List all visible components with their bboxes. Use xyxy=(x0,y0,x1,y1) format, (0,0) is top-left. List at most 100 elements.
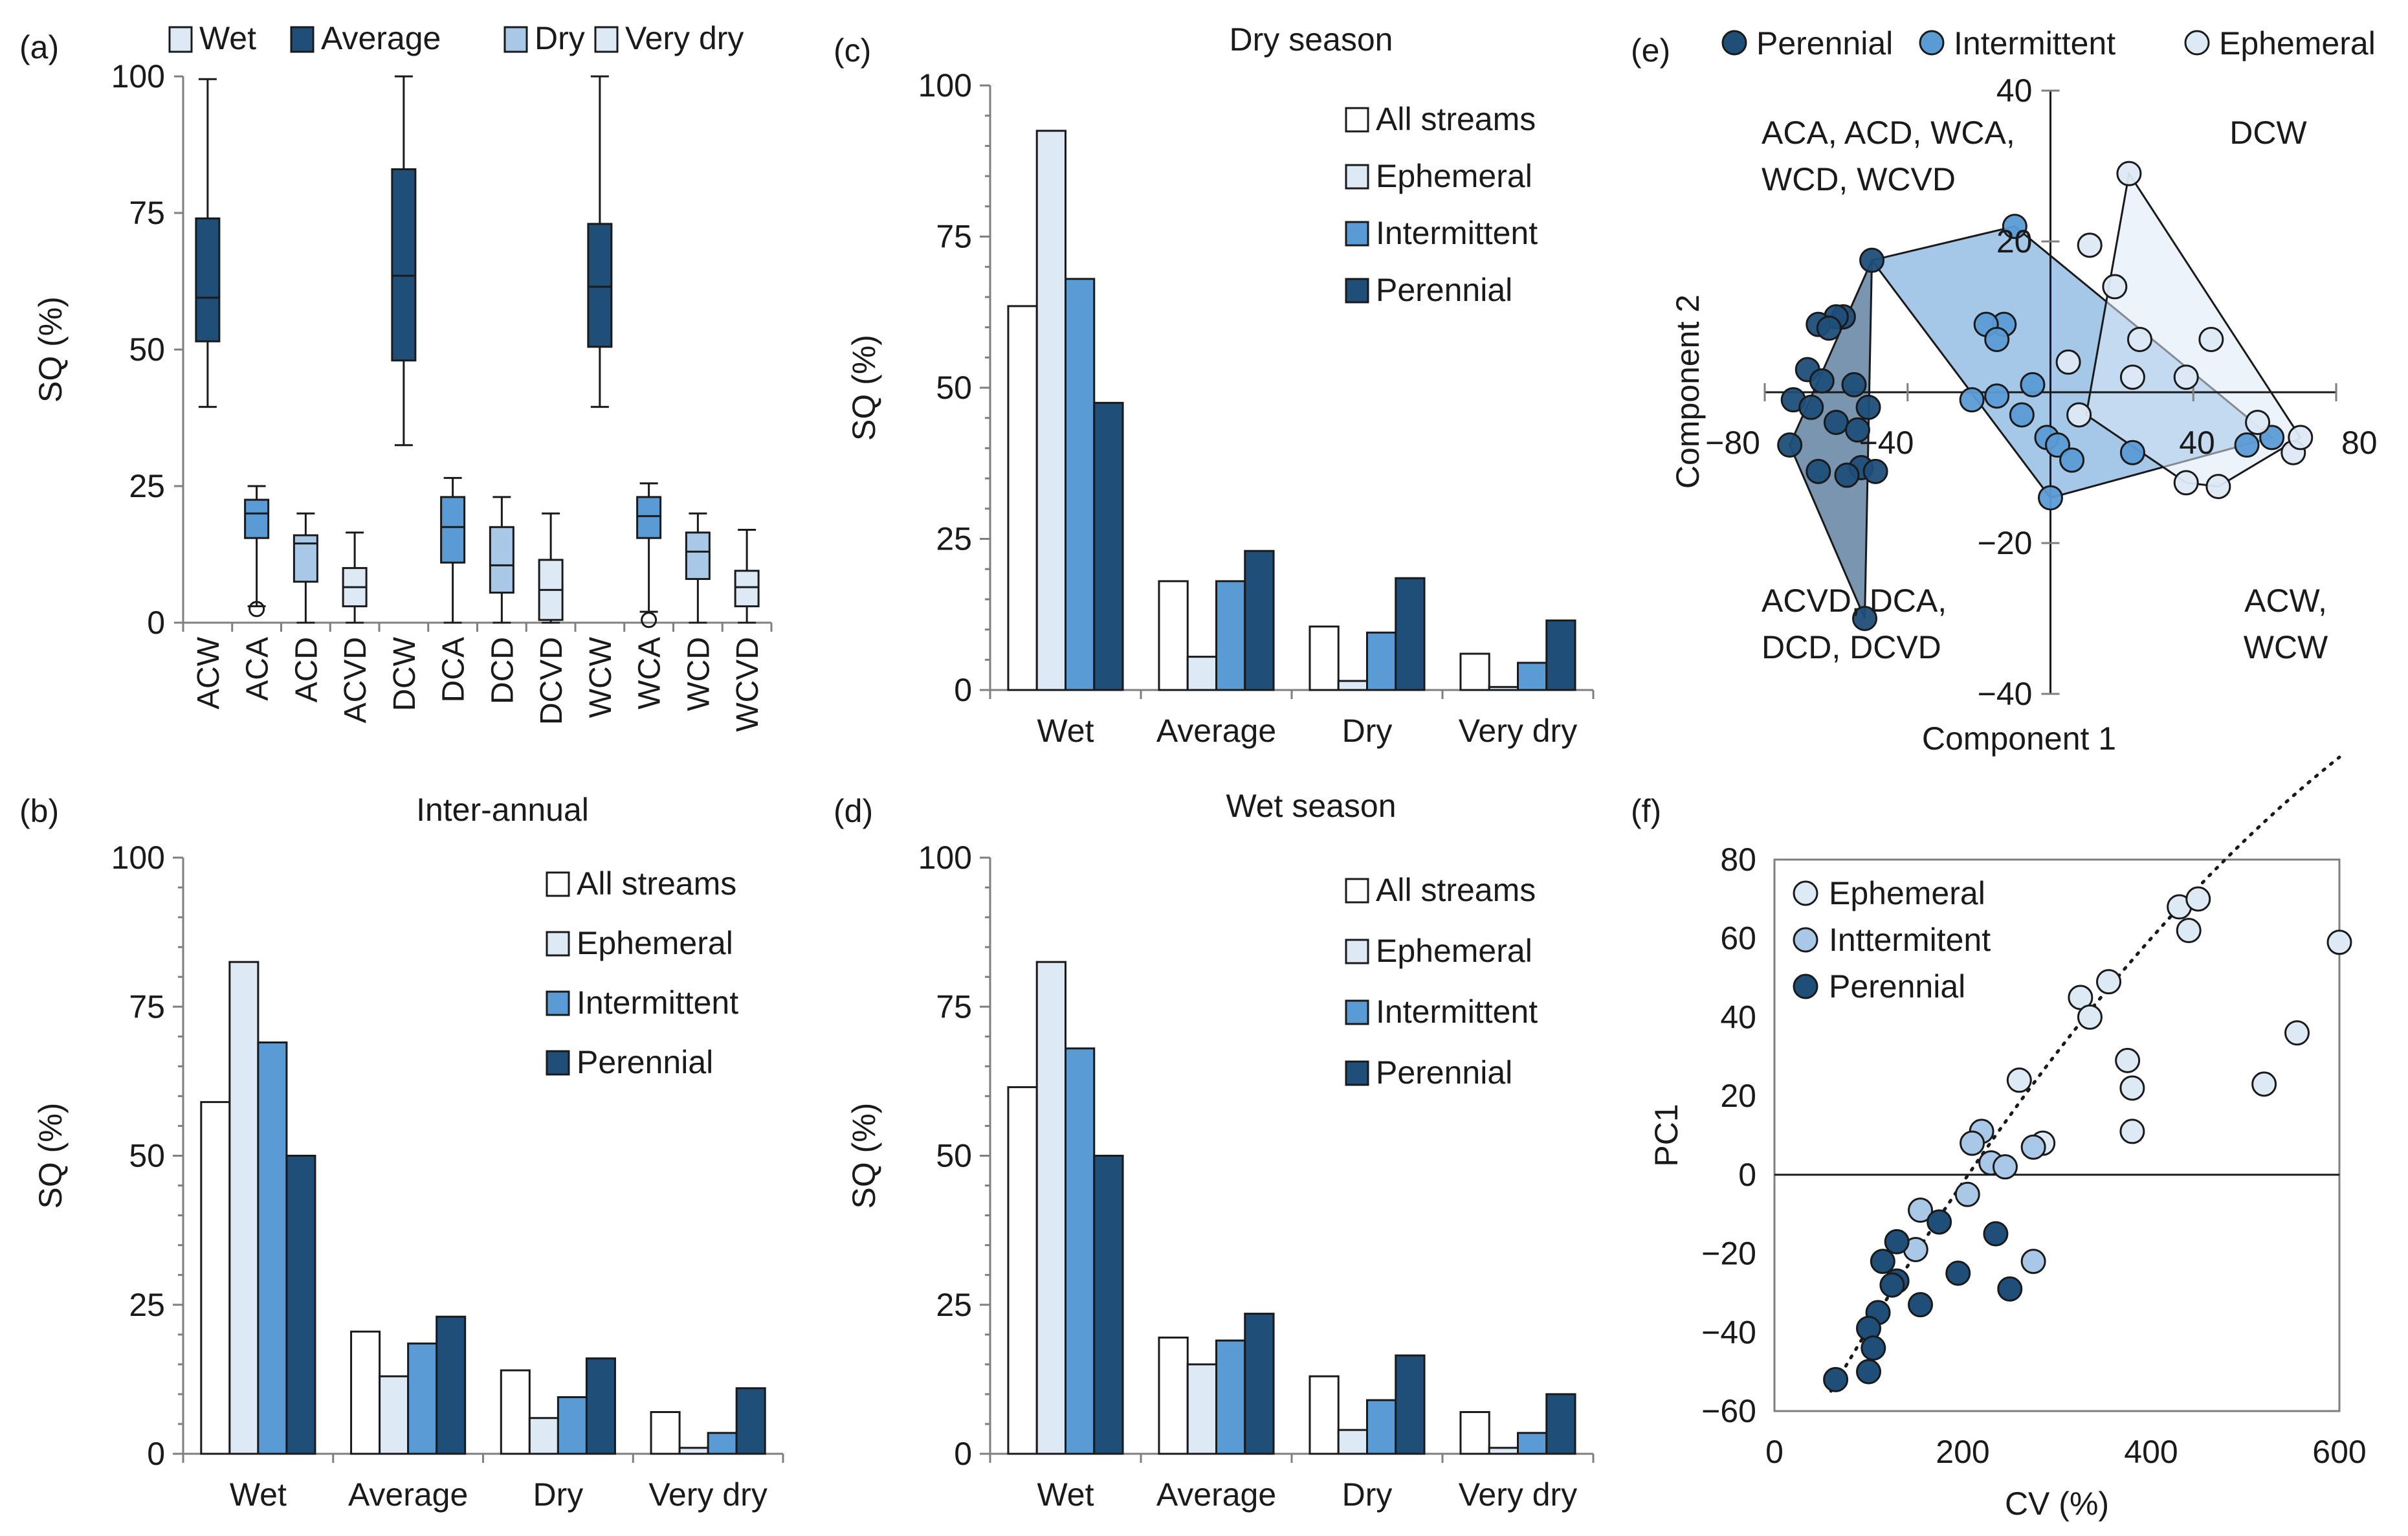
legend-label: Perennial xyxy=(1376,1054,1512,1091)
legend-label: Ephemeral xyxy=(577,925,733,961)
x-tick-label: Very dry xyxy=(1459,1476,1577,1513)
y-tick-label: 50 xyxy=(936,370,972,406)
data-point xyxy=(2173,364,2199,390)
data-point xyxy=(2115,1047,2141,1073)
bar xyxy=(1035,961,1066,1455)
legend-marker xyxy=(1919,30,1945,56)
quadrant-label-lower-left: ACVD, DCA, xyxy=(1762,583,1947,619)
legend-label: Perennial xyxy=(577,1044,713,1080)
y-tick-label: 20 xyxy=(1720,1078,1756,1114)
bar xyxy=(350,1330,381,1455)
panel-label: (d) xyxy=(834,793,873,829)
data-point xyxy=(1806,458,1831,484)
legend-swatch xyxy=(1345,1060,1369,1086)
data-point xyxy=(2119,1075,2145,1101)
data-point xyxy=(2002,214,2027,239)
panel-label: (c) xyxy=(834,32,871,69)
data-point xyxy=(1844,417,1870,443)
x-tick-label: WCA xyxy=(633,637,667,709)
data-point xyxy=(2020,1134,2046,1160)
y-tick-label: 75 xyxy=(936,988,972,1025)
data-point xyxy=(1984,383,2010,409)
x-tick-label: DCVD xyxy=(535,637,569,725)
panel-b-inter-annual-bars: Inter-annual 0 25 50 75 100 SQ (%) Wet Average Dr… xyxy=(32,792,784,1513)
bar xyxy=(1093,401,1124,691)
box-body xyxy=(293,534,318,583)
x-tick-label: −80 xyxy=(1705,425,1760,461)
x-tick-label: ACD xyxy=(289,637,324,702)
bar xyxy=(707,1432,738,1455)
data-point xyxy=(1859,247,1885,273)
data-point xyxy=(1852,606,1878,631)
data-point xyxy=(2116,161,2142,186)
bar xyxy=(200,1101,231,1455)
x-tick-label: ACA xyxy=(241,637,275,701)
bar xyxy=(1065,278,1096,691)
legend-label: Ephemeral xyxy=(2219,25,2376,61)
data-point xyxy=(2326,929,2352,955)
data-point xyxy=(2176,918,2202,944)
data-point xyxy=(2173,470,2199,496)
x-tick-label: 40 xyxy=(2179,425,2215,461)
y-tick-label: 0 xyxy=(1738,1157,1756,1193)
bar xyxy=(1459,652,1490,691)
bar xyxy=(1215,580,1246,691)
x-tick-label: 0 xyxy=(1765,1434,1784,1470)
bar xyxy=(1186,656,1217,691)
data-point xyxy=(1959,387,1985,413)
bar xyxy=(500,1369,531,1455)
data-point xyxy=(1816,315,1842,341)
y-tick-label: −40 xyxy=(1978,676,2033,712)
legend-swatch xyxy=(1345,999,1369,1025)
bar xyxy=(1065,1047,1096,1455)
legend-swatch xyxy=(1345,107,1369,133)
data-point xyxy=(2102,274,2128,300)
data-point xyxy=(1855,394,1881,420)
y-tick-label: 100 xyxy=(111,840,165,876)
data-point xyxy=(1997,1276,2023,1302)
bar xyxy=(1366,1399,1397,1455)
data-point xyxy=(1927,1209,1952,1235)
panel-a-boxplot: 0 25 50 75 100 SQ (%) ACW ACA ACD ACVD DCW DCA DCD DC… xyxy=(32,20,773,732)
legend-label: Ephemeral xyxy=(1376,158,1532,194)
quadrant-label-lower-right: ACW, xyxy=(2244,583,2327,619)
data-point xyxy=(1861,1335,1886,1361)
x-tick-label: WCD xyxy=(681,637,716,711)
x-tick-label: Average xyxy=(1156,713,1276,749)
y-tick-label: −20 xyxy=(1978,525,2033,561)
x-tick-label: Dry xyxy=(533,1476,583,1513)
x-tick-label: ACVD xyxy=(338,637,373,723)
legend-label: Intermittent xyxy=(1376,215,1538,251)
legend-swatch xyxy=(168,26,193,53)
data-point xyxy=(2006,1067,2032,1093)
legend-label: All streams xyxy=(577,865,736,902)
legend-label: Inttermitent xyxy=(1829,922,1991,958)
x-tick-label: 600 xyxy=(2312,1434,2366,1470)
x-tick-label: 80 xyxy=(2341,425,2378,461)
legend-label: Ephemeral xyxy=(1829,875,1985,911)
y-tick-label: 25 xyxy=(129,1287,165,1323)
legend-swatch xyxy=(546,990,570,1016)
x-tick-label: Very dry xyxy=(1459,713,1577,749)
bar xyxy=(1366,631,1397,691)
legend-label: All streams xyxy=(1376,872,1536,908)
legend-label: Average xyxy=(321,20,441,56)
box-body xyxy=(587,223,613,348)
data-point xyxy=(1884,1229,1910,1254)
data-point xyxy=(2096,969,2122,995)
y-axis-label: SQ (%) xyxy=(846,335,882,441)
data-point xyxy=(1870,1249,1895,1274)
bar xyxy=(735,1387,766,1455)
y-tick-label: −40 xyxy=(1701,1314,1756,1350)
legend-label: Wet xyxy=(199,20,256,56)
y-tick-label: 75 xyxy=(129,988,165,1025)
chart-title: Dry season xyxy=(1230,21,1393,58)
chart-title: Inter-annual xyxy=(416,792,589,828)
legend-label: All streams xyxy=(1376,101,1536,137)
bar xyxy=(1545,1393,1576,1455)
legend-label: Perennial xyxy=(1756,25,1893,61)
box-body xyxy=(685,531,711,580)
data-point xyxy=(2119,1119,2145,1144)
